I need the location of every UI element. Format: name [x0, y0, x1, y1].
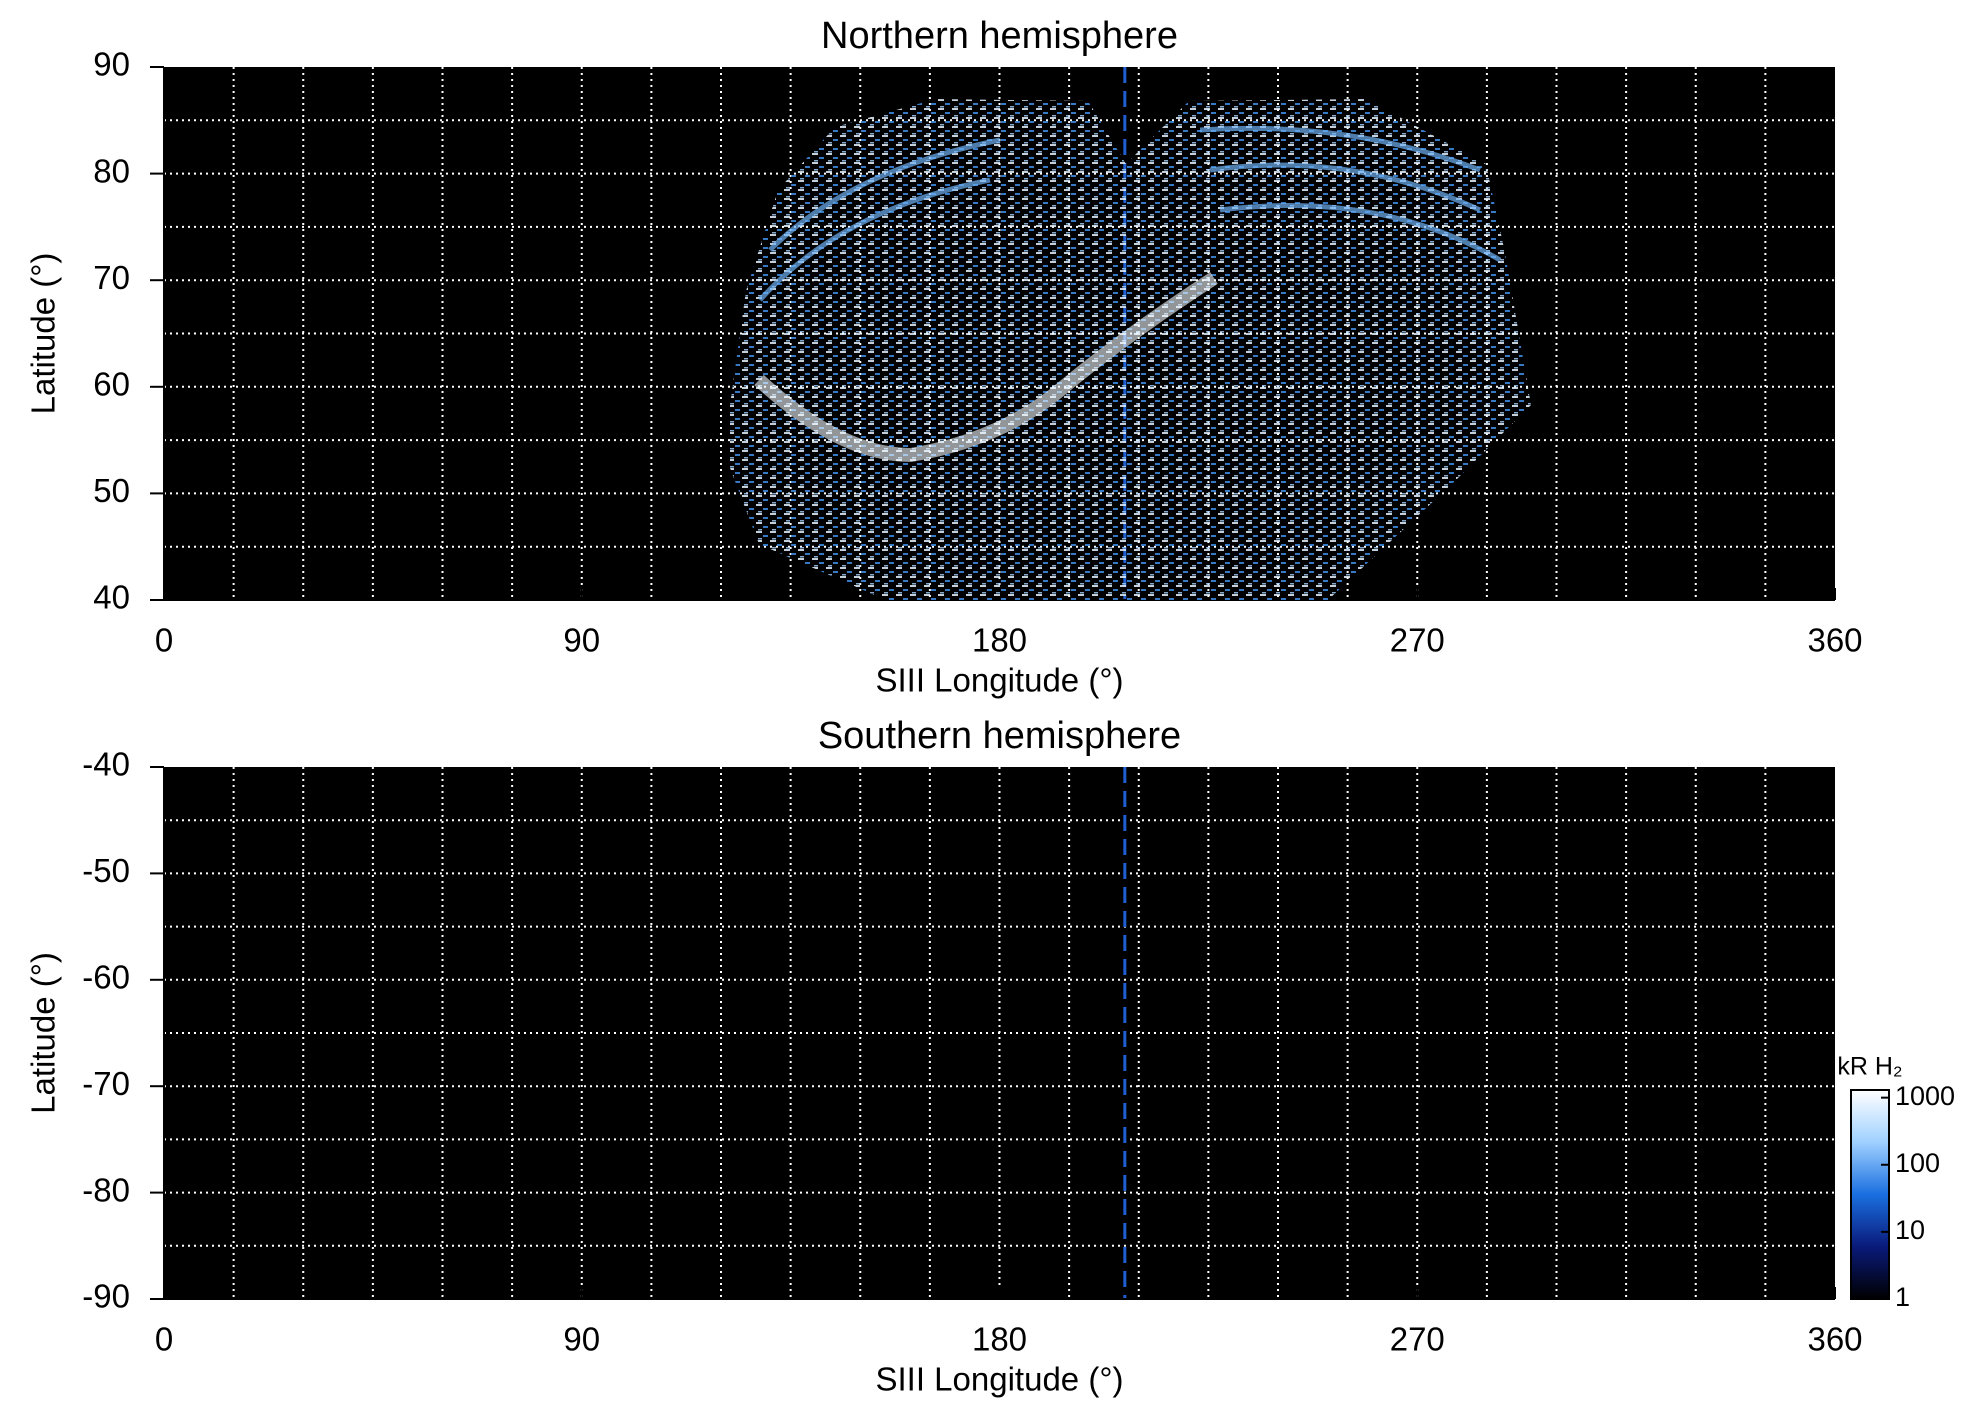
aurora-region — [730, 99, 1531, 600]
y-tick-label: 50 — [93, 472, 130, 509]
y-axis-label: Latitude (°) — [25, 253, 62, 415]
y-tick-label: -50 — [82, 852, 130, 889]
y-tick-label: 40 — [93, 579, 130, 616]
y-tick-label: 90 — [93, 46, 130, 83]
colorbar-scale — [1850, 1089, 1890, 1300]
x-tick-label: 0 — [155, 622, 173, 659]
x-tick-label: 90 — [563, 622, 600, 659]
aurora-texture — [730, 99, 1531, 600]
colorbar-tick-label: 10 — [1895, 1215, 1925, 1245]
y-tick-label: 80 — [93, 152, 130, 189]
chart-title: Southern hemisphere — [818, 715, 1181, 757]
y-tick-label: 60 — [93, 366, 130, 403]
colorbar-label: kR H₂ — [1837, 1053, 1902, 1081]
x-axis-label: SIII Longitude (°) — [876, 1361, 1124, 1398]
x-axis-label: SIII Longitude (°) — [876, 662, 1124, 699]
y-tick-label: -80 — [82, 1171, 130, 1208]
y-tick-label: 70 — [93, 259, 130, 296]
y-tick-label: -60 — [82, 959, 130, 996]
colorbar-tick-label: 1 — [1895, 1282, 1910, 1312]
x-tick-label: 270 — [1390, 622, 1445, 659]
aurora-oval — [754, 272, 1218, 463]
x-tick-label: 180 — [972, 1321, 1027, 1358]
colorbar-tick-label: 1000 — [1895, 1081, 1955, 1111]
y-tick-label: -90 — [82, 1278, 130, 1315]
y-tick-label: -40 — [82, 746, 130, 783]
y-axis-label: Latitude (°) — [25, 952, 62, 1114]
x-tick-label: 90 — [563, 1321, 600, 1358]
x-tick-label: 270 — [1390, 1321, 1445, 1358]
x-tick-label: 180 — [972, 622, 1027, 659]
x-tick-label: 360 — [1807, 622, 1862, 659]
panel: 0 90 180 270 360 -90 -80 -70 -60 -50 -40 Southern h… — [25, 715, 1863, 1398]
x-tick-label: 360 — [1807, 1321, 1862, 1358]
chart-title: Northern hemisphere — [821, 15, 1178, 57]
y-tick-label: -70 — [82, 1065, 130, 1102]
x-tick-label: 0 — [155, 1321, 173, 1358]
aurora-arcs — [758, 125, 1502, 302]
colorbar-tick-label: 100 — [1895, 1148, 1940, 1178]
